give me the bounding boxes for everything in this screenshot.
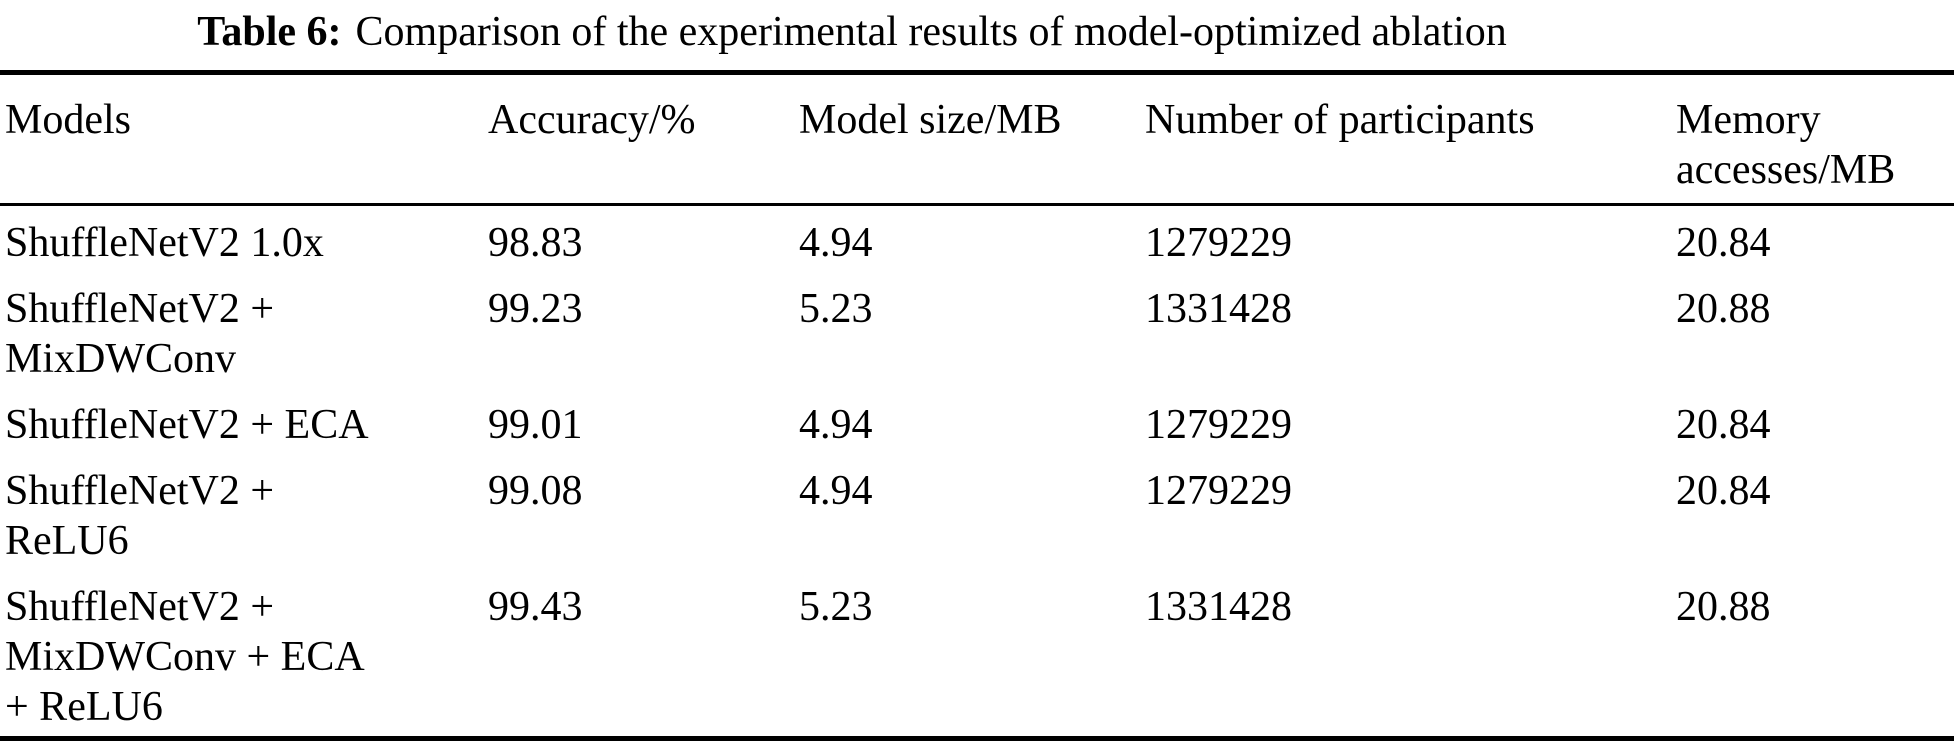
cell-memory-accesses: 20.84 xyxy=(1676,468,1771,514)
cell-model-size: 4.94 xyxy=(799,468,873,514)
table-caption: Table 6: Comparison of the experimental r… xyxy=(0,0,1954,58)
table-row: ShuffleNetV2 + MixDWConv 99.23 5.23 1331… xyxy=(0,272,1954,388)
table-caption-label: Table 6: xyxy=(197,9,342,55)
cell-model: ShuffleNetV2 + ECA xyxy=(5,402,369,448)
table-row: ShuffleNetV2 1.0x 98.83 4.94 1279229 20.… xyxy=(0,205,1954,273)
col-header-participants: Number of participants xyxy=(1145,72,1676,206)
table-caption-text: Comparison of the experimental results o… xyxy=(355,9,1507,55)
cell-model: ShuffleNetV2 + MixDWConv xyxy=(5,286,275,382)
cell-model-size: 5.23 xyxy=(799,286,873,332)
col-header-accuracy: Accuracy/% xyxy=(488,72,799,206)
cell-model-size: 4.94 xyxy=(799,402,873,448)
cell-participants: 1279229 xyxy=(1145,220,1292,266)
cell-participants: 1331428 xyxy=(1145,286,1292,332)
cell-participants: 1331428 xyxy=(1145,584,1292,630)
cell-model: ShuffleNetV2 + ReLU6 xyxy=(5,468,275,564)
cell-participants: 1279229 xyxy=(1145,402,1292,448)
table-row: ShuffleNetV2 + ReLU6 99.08 4.94 1279229 … xyxy=(0,454,1954,570)
cell-memory-accesses: 20.88 xyxy=(1676,584,1771,630)
cell-memory-accesses: 20.84 xyxy=(1676,220,1771,266)
cell-accuracy: 99.01 xyxy=(488,402,583,448)
results-table: Models Accuracy/% Model size/MB Number o… xyxy=(0,70,1954,741)
cell-accuracy: 99.08 xyxy=(488,468,583,514)
table-row: ShuffleNetV2 + MixDWConv + ECA + ReLU6 9… xyxy=(0,570,1954,739)
cell-memory-accesses: 20.88 xyxy=(1676,286,1771,332)
cell-participants: 1279229 xyxy=(1145,468,1292,514)
cell-model: ShuffleNetV2 + MixDWConv + ECA + ReLU6 xyxy=(5,584,365,730)
cell-memory-accesses: 20.84 xyxy=(1676,402,1771,448)
cell-model-size: 4.94 xyxy=(799,220,873,266)
cell-accuracy: 98.83 xyxy=(488,220,583,266)
col-header-model-size: Model size/MB xyxy=(799,72,1145,206)
col-header-memory-accesses: Memory accesses/MB xyxy=(1676,72,1954,206)
table-header-row: Models Accuracy/% Model size/MB Number o… xyxy=(0,72,1954,206)
cell-accuracy: 99.23 xyxy=(488,286,583,332)
table-row: ShuffleNetV2 + ECA 99.01 4.94 1279229 20… xyxy=(0,388,1954,454)
cell-accuracy: 99.43 xyxy=(488,584,583,630)
cell-model: ShuffleNetV2 1.0x xyxy=(5,220,324,266)
col-header-models: Models xyxy=(0,72,488,206)
cell-model-size: 5.23 xyxy=(799,584,873,630)
